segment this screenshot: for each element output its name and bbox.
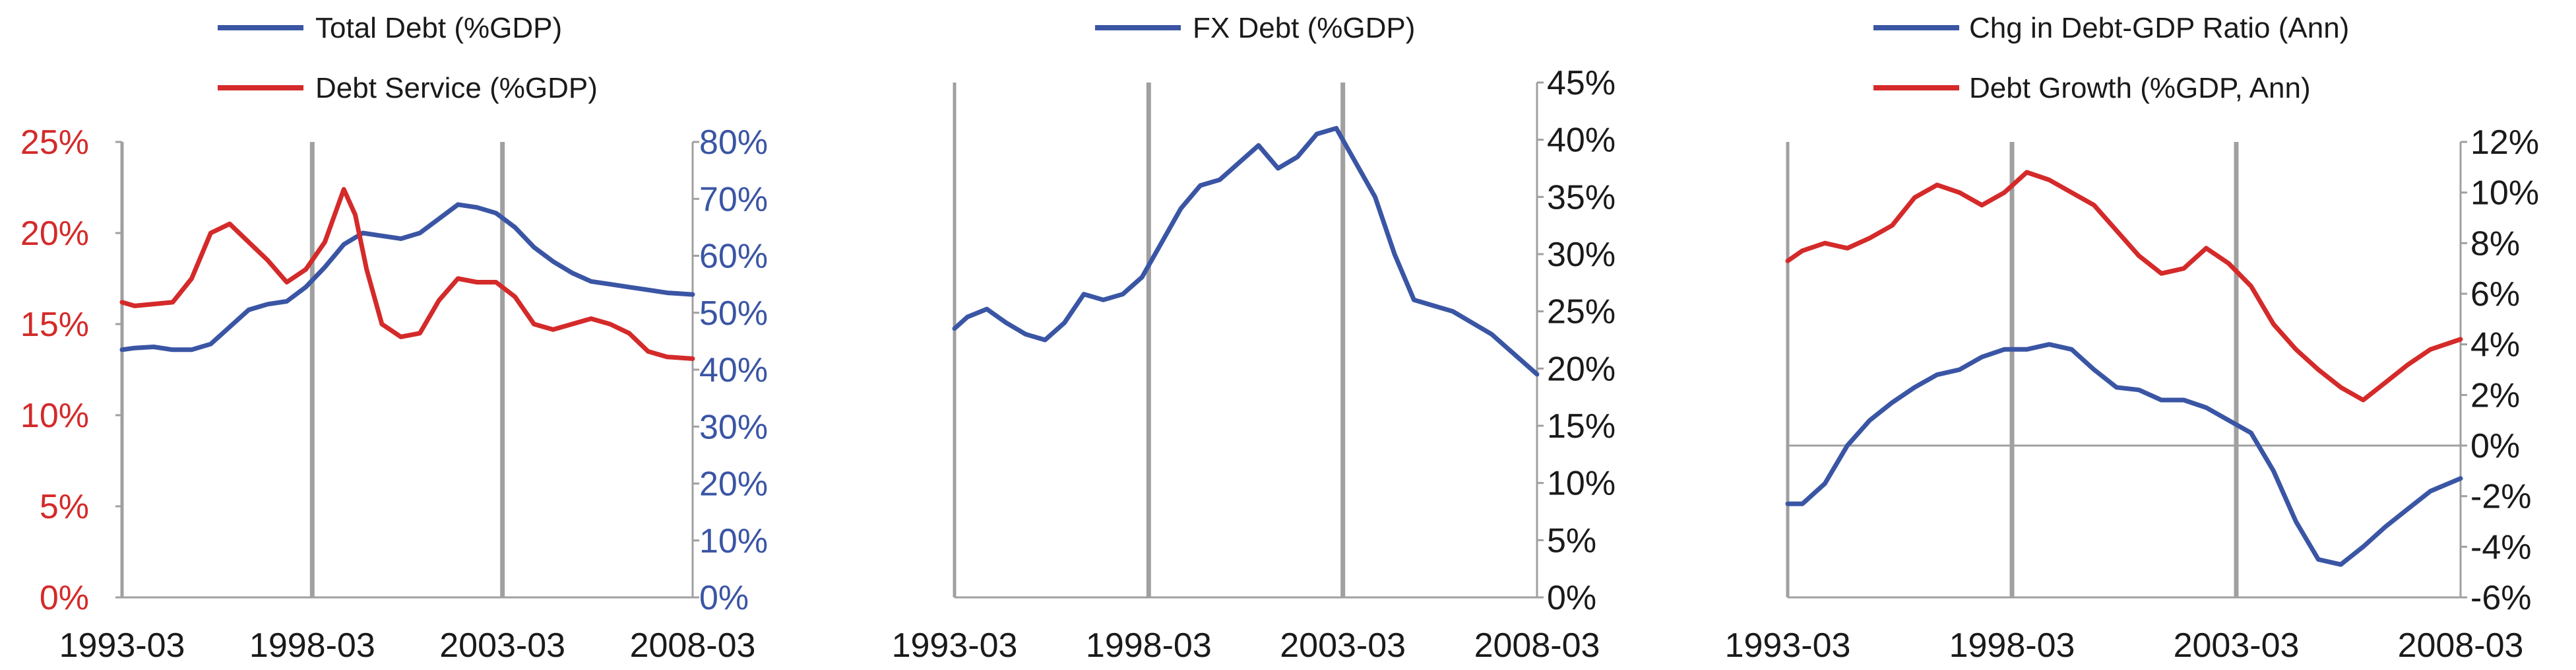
y-left-tick-label: 15% (20, 306, 89, 344)
y-right-tick-label: 25% (1547, 293, 1616, 331)
x-tick-label: 2003-03 (439, 626, 565, 665)
y-right-tick-label: 2% (2470, 376, 2520, 415)
y-right-tick-label: 70% (699, 180, 768, 218)
y-right-tick-label: 0% (2470, 427, 2520, 465)
series-line-fx-debt-gdp (952, 125, 1540, 377)
y-right-tick-label: 40% (1547, 121, 1616, 160)
y-right-tick-label: 60% (699, 238, 768, 276)
x-tick-label: 1998-03 (1086, 626, 1212, 665)
x-tick-label: 2008-03 (2398, 626, 2524, 665)
x-tick-label: 1998-03 (1949, 626, 2075, 665)
y-right-tick-label: 10% (2470, 174, 2539, 213)
y-right-tick-label: 30% (1547, 236, 1616, 274)
x-tick-label: 2003-03 (2174, 626, 2300, 665)
y-right-tick-label: 20% (699, 465, 768, 504)
chart-panel-1: 1993-03 1998-03 2003-03 2008-03 0% 5% 10% 15% 20… (20, 12, 768, 665)
chart-panel-2: 1993-03 1998-03 2003-03 2008-03 0% 5% 10% 15% 20… (892, 12, 1616, 665)
x-tick-label: 1993-03 (59, 626, 185, 665)
y-right-tick-label: 15% (1547, 407, 1616, 446)
y-right-tick-label: 0% (699, 579, 749, 617)
y-right-tick-label: 50% (699, 294, 768, 333)
legend-label-debt-growth-gdp-ann: Debt Growth (%GDP, Ann) (1969, 72, 2311, 104)
chart-panel-3: 1993-03 1998-03 2003-03 2008-03 -6% -4% -2% 0% 2… (1725, 12, 2540, 665)
x-tick-label: 1993-03 (1725, 626, 1851, 665)
y-right-tick-label: 20% (1547, 350, 1616, 388)
y-right-tick-label: -6% (2470, 579, 2531, 617)
x-tick-label: 2008-03 (630, 626, 756, 665)
y-right-tick-label: 80% (699, 123, 768, 162)
series-line-total-debt-gdp (119, 202, 695, 352)
y-right-tick-label: 6% (2470, 275, 2520, 314)
x-tick-label: 1993-03 (892, 626, 1018, 665)
y-right-tick-label: 0% (1547, 579, 1596, 617)
y-left-tick-label: 20% (20, 215, 89, 253)
y-right-tick-label: 10% (1547, 465, 1616, 503)
legend-label-total-debt-gdp: Total Debt (%GDP) (315, 12, 562, 44)
y-right-tick-label: 5% (1547, 521, 1596, 560)
y-right-tick-label: 35% (1547, 178, 1616, 217)
x-tick-label: 2003-03 (1280, 626, 1406, 665)
y-right-tick-label: 8% (2470, 224, 2520, 263)
y-left-tick-label: 0% (40, 579, 89, 617)
y-right-tick-label: -2% (2470, 478, 2531, 516)
y-right-tick-label: 30% (699, 408, 768, 446)
series-line-debt-growth-gdp-ann (1785, 170, 2463, 403)
series-line-chg-in-debt-gdp-ratio-ann (1785, 342, 2463, 567)
y-left-tick-label: 10% (20, 397, 89, 435)
y-right-tick-label: 10% (699, 522, 768, 560)
y-left-tick-label: 5% (40, 488, 89, 526)
series-line-debt-service-gdp (119, 187, 695, 361)
y-right-tick-label: 12% (2470, 123, 2539, 162)
y-right-tick-label: -4% (2470, 528, 2531, 566)
legend-label-chg-in-debt-gdp-ratio-ann: Chg in Debt-GDP Ratio (Ann) (1969, 12, 2349, 44)
y-right-tick-label: 40% (699, 351, 768, 389)
y-right-tick-label: 4% (2470, 326, 2520, 364)
y-right-tick-label: 45% (1547, 64, 1616, 102)
legend-label-fx-debt-gdp: FX Debt (%GDP) (1193, 12, 1415, 44)
legend-label-debt-service-gdp: Debt Service (%GDP) (315, 72, 598, 104)
y-left-tick-label: 25% (20, 123, 89, 162)
x-tick-label: 1998-03 (249, 626, 375, 665)
x-tick-label: 2008-03 (1474, 626, 1600, 665)
